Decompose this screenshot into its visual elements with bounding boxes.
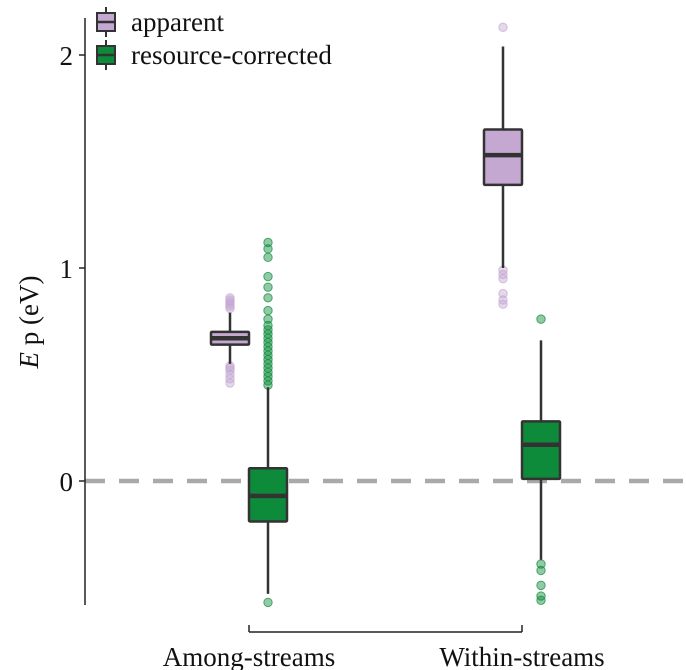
outlier-point <box>536 580 546 591</box>
outlier-point <box>263 305 273 316</box>
outlier-point <box>498 295 508 305</box>
y-axis-label: E p (eV) <box>14 276 44 370</box>
outlier-point <box>263 237 273 248</box>
outlier-point <box>225 295 235 305</box>
legend-label: apparent <box>131 7 224 37</box>
outlier-point <box>536 559 546 569</box>
outlier-point <box>263 271 273 282</box>
legend-item: apparent <box>96 7 224 37</box>
box <box>520 420 562 481</box>
outlier-point <box>263 252 273 263</box>
box-layer <box>209 46 562 594</box>
legend-item: resource-corrected <box>96 40 332 70</box>
y-tick-label: 1 <box>60 254 74 284</box>
x-tick-label: Among-streams <box>163 642 335 670</box>
outlier-point <box>498 288 508 299</box>
outlier-point <box>536 314 546 324</box>
outlier-point <box>225 363 235 373</box>
outlier-point <box>536 565 546 576</box>
outlier-point <box>263 244 273 254</box>
y-axis-label-rest: p (eV) <box>14 276 44 352</box>
outlier-point <box>263 282 273 292</box>
outlier-point <box>263 320 273 331</box>
legend-label: resource-corrected <box>131 40 332 70</box>
y-tick-label: 2 <box>60 41 74 71</box>
y-axis-label-symbol: E <box>14 351 44 369</box>
outlier-point <box>263 597 273 608</box>
y-tick-label: 0 <box>60 467 74 497</box>
outlier-point <box>225 293 235 303</box>
x-tick-label: Within-streams <box>439 642 604 670</box>
axis-layer: 0 1 2 Among-streams Within-streams <box>60 18 605 670</box>
outlier-point <box>498 22 508 33</box>
outlier-point <box>263 314 273 324</box>
outlier-point <box>263 293 273 303</box>
outlier-layer <box>225 22 546 608</box>
outlier-point <box>536 595 546 605</box>
